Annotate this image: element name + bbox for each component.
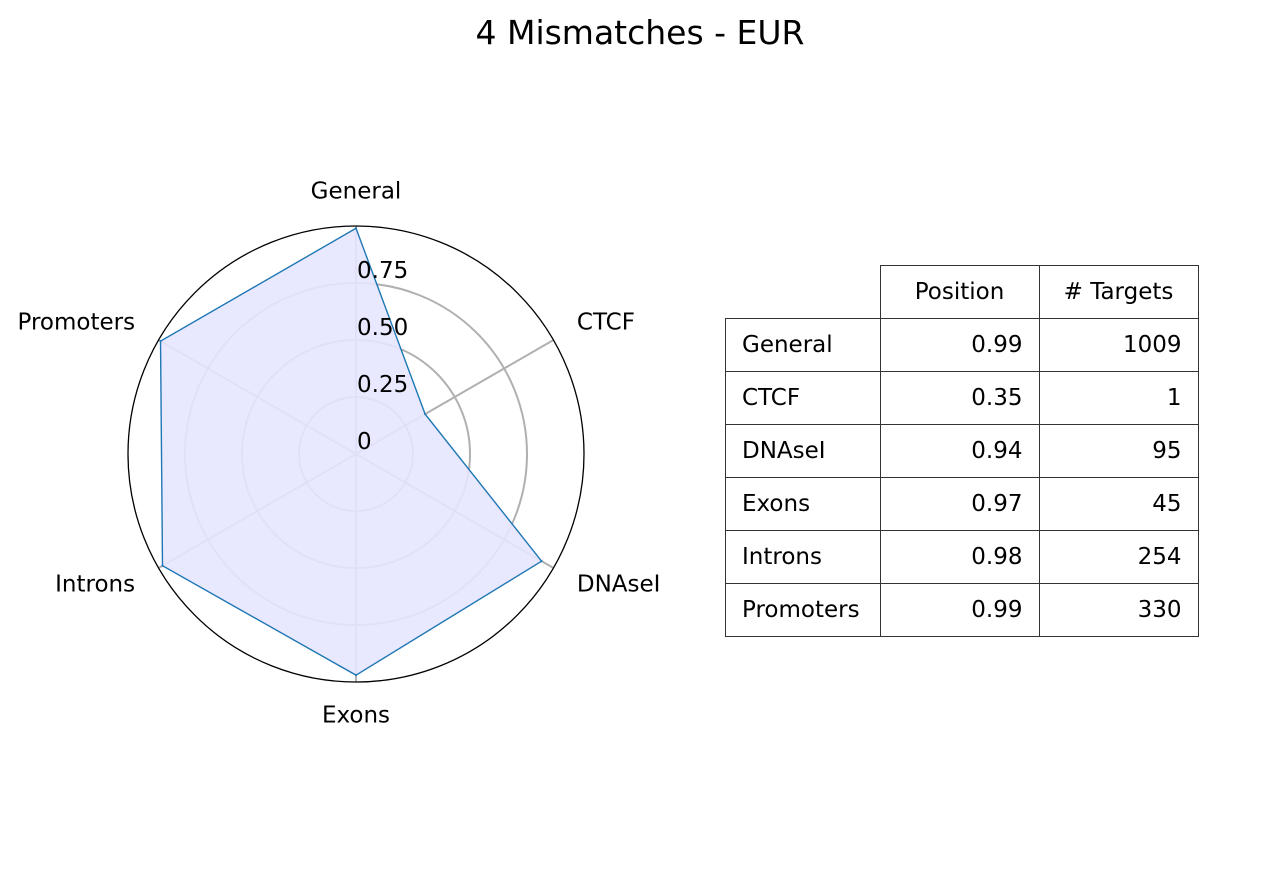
table-row: DNAseI 0.94 95 (725, 424, 1199, 478)
category-label-dnasei: DNAseI (577, 572, 661, 598)
targets-cell: 330 (1038, 583, 1199, 637)
row-label: Promoters (725, 583, 881, 637)
targets-cell: 1009 (1038, 318, 1199, 372)
position-cell: 0.35 (879, 371, 1040, 425)
outer-ring (127, 225, 585, 683)
position-cell: 0.98 (879, 530, 1040, 584)
position-cell: 0.97 (879, 477, 1040, 531)
targets-cell: 95 (1038, 424, 1199, 478)
row-label: DNAseI (725, 424, 881, 478)
table-row: Exons 0.97 45 (725, 477, 1199, 531)
row-label: Exons (725, 477, 881, 531)
data-point-introns (161, 564, 164, 567)
targets-cell: 45 (1038, 477, 1199, 531)
row-label: CTCF (725, 371, 881, 425)
summary-table: Position # Targets General 0.99 1009 CTC… (725, 265, 1199, 637)
table-row: Promoters 0.99 330 (725, 583, 1199, 637)
series-area (159, 227, 543, 676)
data-point-promoters (159, 340, 162, 343)
targets-cell: 254 (1038, 530, 1199, 584)
radial-tick-label: 0.75 (357, 258, 408, 284)
radial-tick-label: 0.25 (357, 372, 408, 398)
category-label-general: General (311, 179, 402, 205)
table-row: Introns 0.98 254 (725, 530, 1199, 584)
data-point-dnasei (540, 560, 543, 563)
category-label-ctcf: CTCF (577, 310, 635, 336)
position-cell: 0.94 (879, 424, 1040, 478)
category-label-introns: Introns (55, 572, 135, 598)
chart-title: 4 Mismatches - EUR (475, 13, 805, 52)
radar-chart: 0 0.25 0.50 0.75 General CTCF DNAseI Exons Intr… (18, 179, 661, 729)
position-cell: 0.99 (879, 583, 1040, 637)
table-row: CTCF 0.35 1 (725, 371, 1199, 425)
category-label-exons: Exons (322, 703, 390, 729)
row-label: General (725, 318, 881, 372)
radial-tick-label: 0.50 (357, 315, 408, 341)
table-header-row: Position # Targets (725, 265, 1199, 319)
radar-series (159, 227, 543, 677)
column-header-targets: # Targets (1038, 265, 1199, 319)
category-label-promoters: Promoters (18, 310, 136, 336)
targets-cell: 1 (1038, 371, 1199, 425)
radial-tick-label: 0 (357, 429, 372, 455)
column-header-position: Position (879, 265, 1040, 319)
radial-tick-labels: 0 0.25 0.50 0.75 (357, 258, 408, 455)
data-point-general (355, 227, 357, 230)
category-labels: General CTCF DNAseI Exons Introns Promoters (18, 179, 661, 729)
table-row: General 0.99 1009 (725, 318, 1199, 372)
data-point-ctcf (424, 413, 427, 416)
data-point-exons (355, 674, 357, 677)
table-corner-cell (725, 265, 881, 319)
row-label: Introns (725, 530, 881, 584)
position-cell: 0.99 (879, 318, 1040, 372)
